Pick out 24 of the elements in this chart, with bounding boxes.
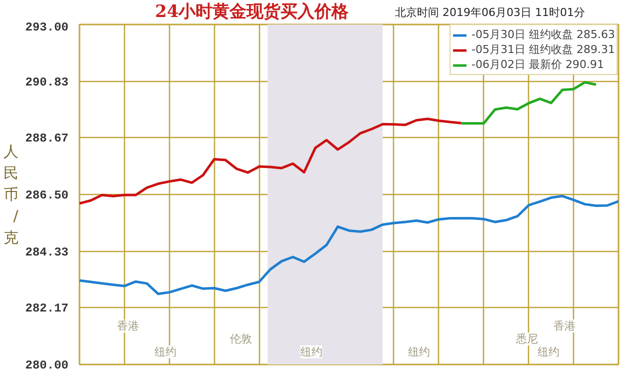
- chart-title: 24小时黄金现货买入价格: [155, 1, 349, 24]
- legend-label: -06月02日 最新价 290.91: [472, 57, 604, 72]
- line-series: [80, 194, 618, 296]
- y-tick-label: 282.17: [25, 302, 69, 316]
- y-tick-label: 284.33: [25, 245, 69, 260]
- annotation: 纽约: [408, 345, 430, 358]
- y-tick-label: 286.50: [25, 188, 69, 202]
- line-series: [460, 81, 598, 125]
- annotation: 香港: [117, 320, 140, 333]
- legend-label: -05月31日 纽约收盘 289.31: [472, 42, 615, 57]
- y-tick-label: 293.00: [25, 20, 69, 34]
- annotation: 纽约: [154, 345, 177, 358]
- annotation: 纽约: [537, 345, 560, 358]
- annotation: 香港: [554, 320, 576, 333]
- y-tick-label: 288.67: [25, 132, 69, 146]
- y-tick-label: 280.00: [25, 358, 69, 372]
- annotation: 悉尼: [514, 332, 538, 346]
- annotation: 纽约: [300, 345, 322, 358]
- y-tick-label: 290.83: [25, 75, 69, 90]
- line-series: [80, 118, 463, 205]
- y-axis-title: 人民币/克: [3, 142, 20, 247]
- chart-subtitle: 北京时间 2019年06月03日 11时01分: [395, 5, 585, 21]
- legend-label: -05月30日 纽约收盘 285.63: [472, 27, 615, 42]
- annotation: 伦敦: [230, 332, 252, 346]
